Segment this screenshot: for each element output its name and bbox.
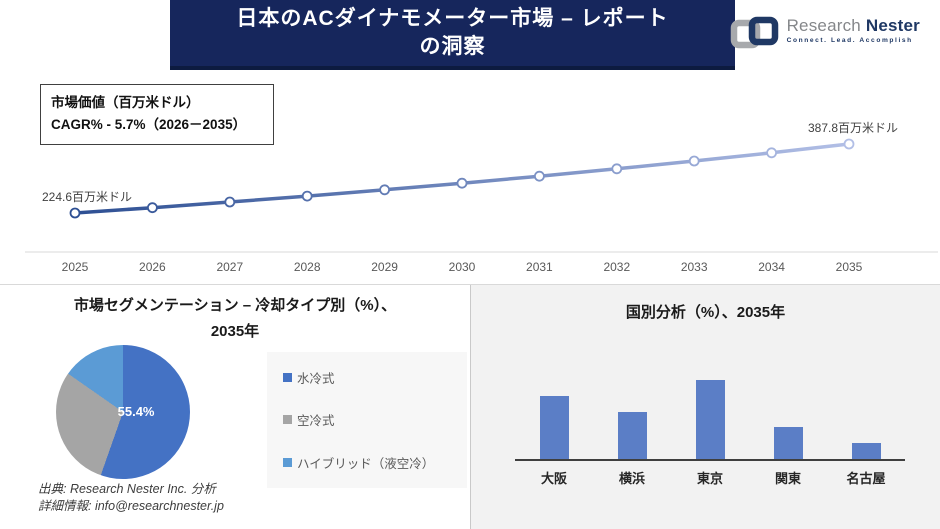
- legend-item: 水冷式: [283, 368, 467, 387]
- legend-label: ハイブリッド（液空冷）: [297, 457, 435, 472]
- bar-0: [539, 395, 569, 459]
- legend-label: 水冷式: [297, 371, 335, 386]
- bar-column: [518, 377, 590, 459]
- report-title-bar: 日本のACダイナモメーター市場 – レポート の洞察: [170, 0, 735, 70]
- pie-title-line1: 市場セグメンテーション – 冷却タイプ別（%）、: [73, 297, 397, 314]
- chain-link-logo-icon: [730, 16, 778, 49]
- market-value-label: 市場価値（百万米ドル）: [51, 95, 200, 110]
- pie-chart-title: 市場セグメンテーション – 冷却タイプ別（%）、 2035年: [0, 293, 470, 345]
- data-point-marker: [611, 163, 623, 175]
- pie-title-line2: 2035年: [210, 323, 260, 340]
- research-nester-logo: Research Nester Connect. Lead. Accomplis…: [729, 14, 920, 52]
- data-point-marker: [301, 190, 313, 202]
- data-point-marker: [534, 170, 545, 182]
- vertical-divider: [470, 285, 471, 529]
- year-tick-label: 2029: [371, 260, 398, 274]
- line-start-value-label: 224.6百万米ドル: [42, 190, 133, 204]
- line-chart-x-axis: 2025 2026 2027 2028 2029 2030 2031 2032 2033 2034…: [0, 260, 940, 276]
- legend-item: 空冷式: [283, 410, 467, 429]
- logo-tagline: Connect. Lead. Accomplish: [786, 37, 913, 44]
- legend-item: ハイブリッド（液空冷）: [283, 453, 467, 472]
- data-point-marker: [766, 147, 777, 159]
- bar-column: [752, 377, 824, 459]
- data-point-marker: [146, 202, 158, 214]
- country-bar-chart: 大阪 横浜 東京 関東 名古屋: [515, 377, 905, 487]
- cagr-label: CAGR% - 5.7%（2026－2035）: [51, 117, 247, 132]
- data-point-marker: [379, 184, 391, 196]
- logo-word-nester: Nester: [865, 16, 920, 35]
- bar-chart-x-axis: 大阪 横浜 東京 関東 名古屋: [515, 468, 905, 487]
- year-tick-label: 2030: [448, 260, 476, 274]
- bar-2: [695, 380, 725, 459]
- year-tick-label: 2026: [139, 260, 166, 274]
- legend-swatch-icon: [283, 458, 292, 468]
- bar-4: [851, 443, 881, 459]
- year-tick-label: 2028: [293, 260, 321, 274]
- data-point-marker: [688, 155, 700, 167]
- bar-column: [830, 377, 902, 459]
- bar-category-label: 関東: [774, 471, 801, 486]
- legend-swatch-icon: [283, 415, 292, 425]
- bar-category-label: 横浜: [618, 471, 645, 486]
- year-tick-label: 2027: [216, 260, 244, 274]
- data-point-marker: [224, 196, 236, 208]
- legend-swatch-icon: [283, 372, 292, 382]
- report-title-line2: の洞察: [419, 35, 486, 58]
- logo-text: Research Nester Connect. Lead. Accomplis…: [787, 16, 920, 44]
- year-tick-label: 2034: [758, 260, 785, 274]
- data-point-marker: [843, 138, 855, 150]
- cooling-type-pie-chart: 55.4%: [56, 345, 190, 479]
- bar-column: [674, 377, 746, 459]
- data-point-marker: [456, 177, 468, 189]
- source-note: 出典: Research Nester Inc. 分析: [38, 482, 216, 496]
- market-value-line-chart: [25, 138, 938, 253]
- legend-label: 空冷式: [297, 414, 335, 429]
- contact-note: 詳細情報: info@researchnester.jp: [38, 499, 224, 513]
- bar-3: [773, 427, 803, 459]
- data-point-marker: [69, 207, 81, 219]
- bar-chart-title: 国別分析（%）、2035年: [625, 304, 786, 321]
- market-value-cagr-box: 市場価値（百万米ドル） CAGR% - 5.7%（2026－2035）: [40, 84, 274, 145]
- bar-panel: 国別分析（%）、2035年 大阪 横浜 東京 関東 名古屋: [471, 285, 940, 529]
- logo-word-research: Research: [786, 16, 861, 35]
- year-tick-label: 2033: [680, 260, 708, 274]
- source-footer: 出典: Research Nester Inc. 分析 詳細情報: info@r…: [38, 481, 224, 515]
- bar-column: [596, 377, 668, 459]
- year-tick-label: 2025: [61, 260, 89, 274]
- logo-name: Research Nester: [787, 16, 920, 35]
- pie-value-label: 55.4%: [117, 403, 155, 419]
- pie-legend: 水冷式空冷式ハイブリッド（液空冷）: [267, 352, 467, 488]
- bar-1: [617, 411, 647, 459]
- pie-panel: 市場セグメンテーション – 冷却タイプ別（%）、 2035年 55.4% 水冷式…: [0, 285, 470, 529]
- bar-category-label: 名古屋: [846, 471, 886, 486]
- report-title-line1: 日本のACダイナモメーター市場 – レポート: [236, 7, 669, 30]
- bar-chart-plot-area: [515, 377, 905, 461]
- bar-category-label: 東京: [696, 471, 723, 486]
- year-tick-label: 2032: [603, 260, 631, 274]
- bar-category-label: 大阪: [540, 471, 567, 486]
- year-tick-label: 2035: [835, 260, 863, 274]
- horizontal-divider: [0, 284, 940, 285]
- year-tick-label: 2031: [526, 260, 553, 274]
- line-end-value-label: 387.8百万米ドル: [808, 121, 899, 135]
